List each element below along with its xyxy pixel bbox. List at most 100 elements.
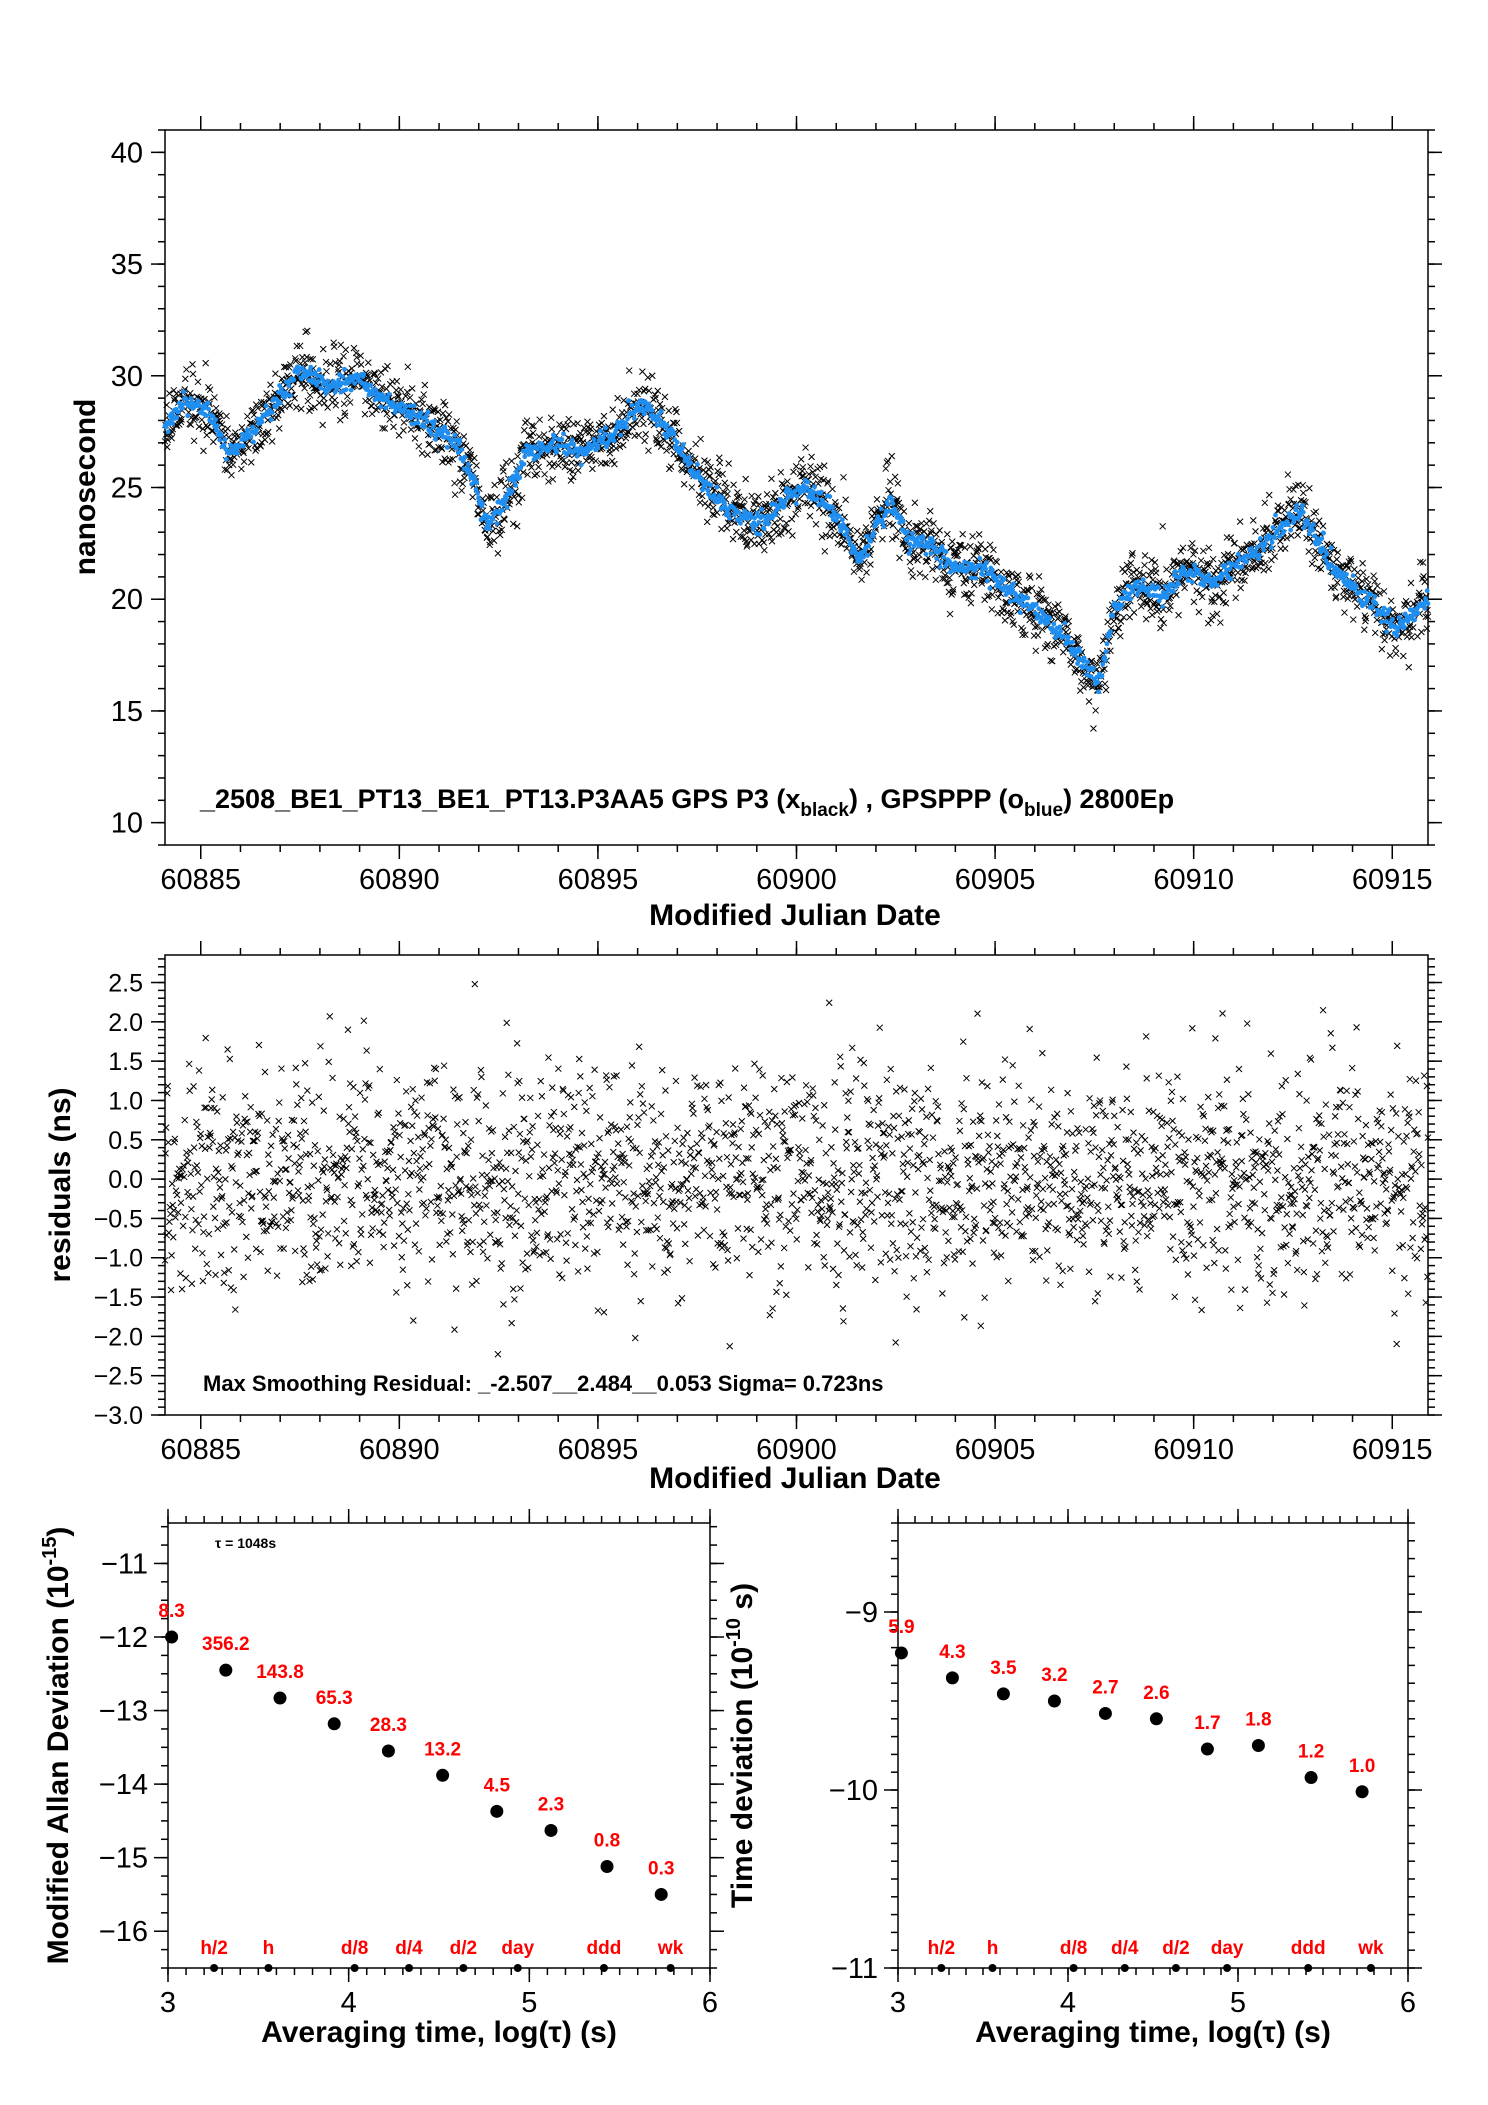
black-x-point <box>529 429 537 437</box>
black-x-point <box>1130 609 1138 616</box>
residual-x-point <box>398 1253 406 1261</box>
blue-o-point <box>611 438 617 444</box>
black-x-point <box>452 426 459 434</box>
black-x-point <box>183 366 190 373</box>
residual-x-point <box>200 1228 207 1236</box>
black-x-point <box>323 367 330 375</box>
black-x-point <box>948 591 956 598</box>
black-x-point <box>583 457 590 465</box>
blue-o-point <box>504 505 510 510</box>
residual-x-point <box>311 1141 319 1149</box>
residual-x-point <box>404 1226 412 1233</box>
blue-o-point <box>522 454 528 460</box>
blue-o-point <box>1025 595 1031 601</box>
black-x-point <box>829 485 836 493</box>
residual-x-point <box>275 1099 283 1106</box>
residual-x-point <box>474 1189 481 1197</box>
residual-x-point <box>462 1118 469 1126</box>
black-x-point <box>439 410 447 417</box>
residual-x-point <box>508 1183 516 1190</box>
black-x-point <box>250 411 258 419</box>
black-x-point <box>514 452 522 460</box>
black-x-point <box>1165 606 1173 614</box>
blue-o-point <box>759 513 765 519</box>
black-x-point <box>1220 589 1227 597</box>
black-x-point <box>192 413 200 421</box>
blue-o-point <box>618 432 624 438</box>
residual-x-point <box>419 1145 427 1153</box>
residual-x-point <box>228 1209 236 1216</box>
black-x-point <box>451 479 458 487</box>
residual-x-point <box>486 1231 494 1239</box>
blue-o-point <box>878 506 884 512</box>
black-x-point <box>513 522 521 530</box>
blue-o-point <box>1257 536 1263 541</box>
black-x-point <box>473 462 480 469</box>
residual-x-point <box>483 1202 490 1209</box>
black-x-point <box>296 342 304 350</box>
residual-x-point <box>383 1177 390 1185</box>
residual-x-point <box>555 1180 563 1187</box>
black-x-point <box>808 453 815 461</box>
blue-o-point <box>203 413 209 419</box>
residual-x-point <box>465 1216 473 1224</box>
black-x-point <box>187 421 195 428</box>
blue-o-point <box>428 432 434 437</box>
residual-x-point <box>450 1086 457 1093</box>
black-x-point <box>667 463 675 470</box>
black-x-point <box>254 404 262 412</box>
black-x-point <box>324 404 331 411</box>
residual-x-point <box>575 1055 583 1063</box>
black-x-point <box>379 424 386 432</box>
blue-o-point <box>686 454 692 460</box>
residual-x-point <box>528 1146 536 1153</box>
residual-x-point <box>303 1087 311 1095</box>
residual-x-point <box>369 1225 377 1232</box>
residual-x-point <box>558 1274 566 1282</box>
annotation-part: blue <box>1024 800 1063 821</box>
blue-o-point <box>603 425 609 431</box>
black-x-point <box>1092 707 1099 714</box>
black-x-point <box>774 522 781 530</box>
black-x-point <box>181 375 189 383</box>
black-x-point <box>891 473 899 481</box>
black-x-point <box>1392 650 1400 658</box>
residual-x-point <box>329 1074 336 1082</box>
residual-x-point <box>578 1129 586 1137</box>
black-x-point <box>760 539 768 546</box>
black-x-point <box>490 537 498 545</box>
residual-x-point <box>557 1231 564 1238</box>
blue-o-point <box>1140 577 1146 583</box>
residual-x-point <box>416 1186 423 1193</box>
y-tick-label: 10 <box>111 808 143 840</box>
residual-x-point <box>321 1156 329 1163</box>
residual-x-point <box>312 1244 320 1251</box>
residual-x-point <box>539 1166 546 1173</box>
x-tick-label: 60895 <box>558 864 639 896</box>
residual-x-point <box>498 1259 506 1267</box>
residual-x-point <box>478 1073 485 1081</box>
black-x-point <box>1142 615 1150 623</box>
black-x-point <box>437 444 445 451</box>
blue-o-point <box>1396 614 1402 620</box>
residual-x-point <box>401 1167 409 1174</box>
black-x-point <box>1193 587 1201 595</box>
residual-x-point <box>333 1225 341 1233</box>
blue-o-point <box>444 445 450 450</box>
residual-x-point <box>340 1217 348 1225</box>
black-x-point <box>680 480 688 488</box>
residual-x-point <box>188 1205 195 1213</box>
residual-x-point <box>361 1135 368 1143</box>
black-x-point <box>1399 652 1407 660</box>
black-x-point <box>1315 517 1323 525</box>
black-x-point <box>459 480 467 488</box>
residual-x-point <box>270 1194 278 1201</box>
blue-o-point <box>183 396 189 402</box>
x-tick-label: 60910 <box>1153 1434 1234 1466</box>
residual-x-point <box>517 1285 524 1292</box>
residual-x-point <box>225 1203 233 1210</box>
blue-o-point <box>513 482 518 488</box>
residual-x-point <box>301 1251 308 1258</box>
blue-o-point <box>490 516 496 522</box>
blue-o-point <box>466 467 472 472</box>
